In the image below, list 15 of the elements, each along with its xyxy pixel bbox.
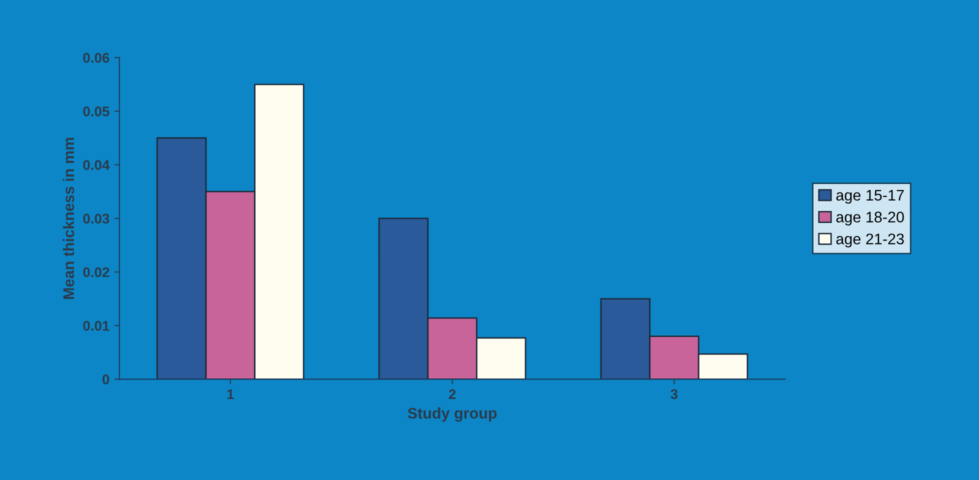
y-tick-label: 0.02 [83, 267, 110, 278]
y-tick-label: 0.03 [83, 214, 110, 224]
legend-label: age 15-17 [836, 190, 904, 204]
y-axis-title: Mean thickness in mm [62, 138, 74, 299]
legend-label: age 21-23 [836, 234, 904, 248]
x-tick-label: 1 [227, 389, 234, 399]
x-tick-label: 3 [670, 389, 678, 400]
y-tick-label: 0.04 [83, 160, 110, 170]
y-tick-label: 0.01 [83, 320, 110, 331]
x-tick-label: 2 [448, 389, 456, 399]
y-tick-label: 0 [102, 374, 110, 384]
x-axis-title: Study group [408, 407, 497, 422]
legend-label: age 18-20 [836, 212, 904, 226]
y-tick-label: 0.05 [83, 106, 110, 116]
y-tick-label: 0.06 [83, 52, 110, 63]
